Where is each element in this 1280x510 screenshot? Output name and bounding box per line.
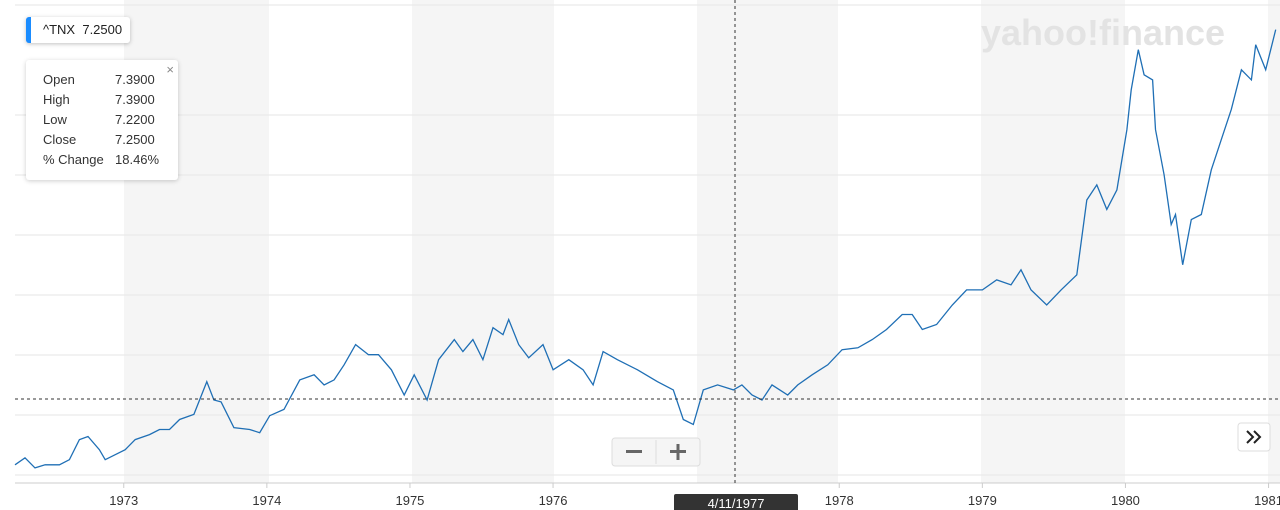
scroll-right[interactable] — [1237, 422, 1271, 452]
price: 7.2500 — [82, 22, 123, 37]
symbol: ^TNX — [43, 22, 76, 37]
band — [981, 0, 1125, 483]
tooltip-value: 7.2200 — [115, 112, 155, 127]
zoom-in[interactable] — [670, 444, 686, 460]
tooltip-label: % Change — [43, 152, 104, 167]
tooltip-value: 7.3900 — [115, 92, 155, 107]
price-line — [14, 29, 1277, 469]
zoom-out[interactable] — [626, 450, 642, 453]
band — [1268, 0, 1280, 483]
x-tick-label: 1974 — [252, 493, 281, 508]
tooltip-label: Open — [43, 72, 75, 87]
tooltip-label: Low — [43, 112, 67, 127]
tooltip-value: 18.46% — [115, 152, 160, 167]
tooltip-close[interactable]: × — [166, 62, 174, 77]
x-tick-label: 1976 — [539, 493, 568, 508]
tooltip-value: 7.3900 — [115, 72, 155, 87]
symbol-badge: ^TNX 7.2500 — [26, 17, 131, 43]
logo: yahoo!finance — [981, 12, 1225, 53]
x-tick-label: 1981 — [1254, 493, 1280, 508]
date-tip-text: 4/11/1977 — [708, 496, 765, 510]
band — [697, 0, 838, 483]
x-tick-label: 1978 — [825, 493, 854, 508]
grid — [15, 4, 1280, 476]
band — [412, 0, 554, 483]
tooltip-label: High — [43, 92, 70, 107]
date-tip — [674, 494, 798, 510]
year-bands — [124, 0, 1280, 483]
x-tick-label: 1979 — [968, 493, 997, 508]
x-tick-label: 1975 — [395, 493, 424, 508]
plot — [14, 29, 1277, 469]
tooltip-value: 7.2500 — [115, 132, 155, 147]
tooltip: × Open 7.3900 High 7.3900 Low 7.2200 Close 7.25… — [26, 60, 178, 180]
tooltip-label: Close — [43, 132, 77, 147]
x-tick-label: 1980 — [1111, 493, 1140, 508]
zoom-controls — [611, 437, 701, 467]
x-tick-label: 1973 — [109, 493, 138, 508]
